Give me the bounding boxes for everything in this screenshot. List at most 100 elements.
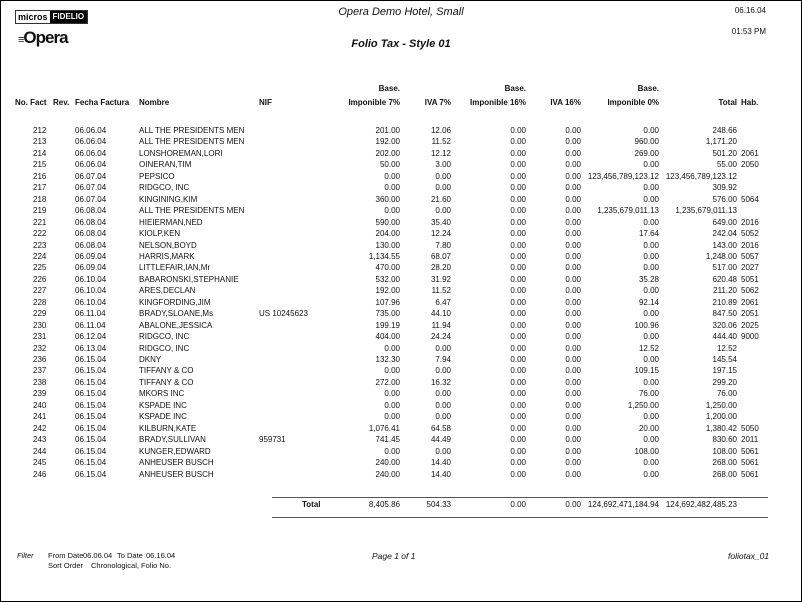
cell-base7: 590.00: [375, 217, 400, 227]
cell-base0: 35.28: [638, 274, 659, 284]
cell-iva7: 14.40: [430, 469, 451, 479]
cell-base16: 0.00: [510, 206, 526, 216]
cell-nombre: MKORS INC: [139, 389, 185, 399]
cell-nombre: RIDGCO, INC: [139, 343, 190, 353]
cell-fecha: 06.06.04: [75, 160, 107, 170]
cell-fecha: 06.09.04: [75, 263, 107, 273]
cell-nombre: OINERAN,TIM: [139, 160, 192, 170]
cell-base16: 0.00: [510, 240, 526, 250]
cell-fecha: 06.07.04: [75, 183, 107, 193]
cell-base16: 0.00: [510, 251, 526, 261]
cell-base0: 20.00: [638, 423, 659, 433]
cell-total: 268.00: [712, 458, 737, 468]
cell-hab: 5061: [741, 446, 759, 456]
cell-total: 620.48: [712, 274, 737, 284]
cell-base0: 0.00: [643, 251, 659, 261]
cell-base16: 0.00: [510, 217, 526, 227]
cell-no-fact: 217: [33, 183, 47, 193]
header-iva16: IVA 16%: [550, 98, 581, 107]
cell-iva7: 44.49: [430, 435, 451, 445]
cell-iva16: 0.00: [565, 297, 581, 307]
cell-fecha: 06.08.04: [75, 217, 107, 227]
cell-total: 108.00: [712, 446, 737, 456]
cell-base0: 0.00: [643, 469, 659, 479]
cell-iva16: 0.00: [565, 332, 581, 342]
cell-hab: 2051: [741, 309, 759, 319]
cell-base7: 132.30: [375, 355, 400, 364]
cell-base16: 0.00: [510, 160, 526, 170]
cell-iva7: 0.00: [435, 400, 451, 410]
cell-base0: 108.00: [634, 446, 659, 456]
opera-logo-icon: ≡: [18, 34, 25, 46]
cell-base16: 0.00: [510, 297, 526, 307]
cell-fecha: 06.15.04: [75, 355, 107, 364]
cell-iva7: 11.52: [431, 286, 451, 296]
cell-base0: 0.00: [643, 332, 659, 342]
cell-fecha: 06.07.04: [75, 194, 107, 204]
cell-nombre: KSPADE INC: [139, 412, 187, 422]
cell-total: 517.00: [712, 263, 737, 273]
cell-nombre: KIOLP,KEN: [139, 229, 181, 239]
cell-total: 197.15: [712, 366, 737, 376]
to-date-label: To Date: [117, 551, 143, 560]
cell-base16: 0.00: [510, 320, 526, 330]
total-top-rule: [272, 497, 768, 498]
filter-label: Filter: [17, 551, 34, 560]
cell-base7: 201.00: [375, 126, 400, 135]
cell-total: 830.60: [712, 435, 737, 445]
cell-fecha: 06.10.04: [75, 286, 107, 296]
cell-nombre: KSPADE INC: [139, 400, 187, 410]
cell-no-fact: 238: [33, 377, 47, 387]
cell-iva16: 0.00: [565, 240, 581, 250]
cell-no-fact: 231: [33, 332, 47, 342]
header-no-fact: No. Fact: [15, 98, 47, 107]
logo-micros-text: micros: [16, 11, 50, 23]
cell-no-fact: 241: [33, 412, 47, 422]
total-base0: 124,692,471,184.94: [587, 500, 659, 509]
cell-fecha: 06.13.04: [75, 343, 107, 353]
report-time: 01:53 PM: [731, 27, 766, 36]
cell-base7: 0.00: [384, 183, 400, 193]
cell-iva7: 0.00: [435, 412, 451, 422]
cell-hab: 5064: [741, 194, 759, 204]
cell-no-fact: 230: [33, 320, 47, 330]
cell-iva16: 0.00: [565, 286, 581, 296]
cell-iva7: 0.00: [435, 206, 451, 216]
cell-iva16: 0.00: [565, 435, 581, 445]
cell-iva7: 16.32: [430, 377, 451, 387]
cell-base16: 0.00: [510, 309, 526, 319]
cell-no-fact: 222: [33, 229, 47, 239]
cell-base16: 0.00: [510, 126, 526, 135]
cell-base0: 1,235,679,011.13: [597, 206, 659, 216]
cell-base16: 0.00: [510, 469, 526, 479]
cell-iva7: 31.92: [430, 274, 451, 284]
cell-iva7: 0.00: [435, 389, 451, 399]
page-number: Page 1 of 1: [372, 551, 416, 561]
cell-base7: 1,134.55: [368, 251, 400, 261]
cell-no-fact: 246: [33, 469, 47, 479]
header-base0: Imponible 0%: [607, 98, 659, 107]
cell-base16: 0.00: [510, 446, 526, 456]
cell-nombre: ALL THE PRESIDENTS MEN: [139, 137, 245, 147]
header-nombre: Nombre: [139, 98, 170, 107]
cell-total: 309.92: [712, 183, 737, 193]
cell-iva7: 0.00: [435, 446, 451, 456]
cell-iva7: 21.60: [430, 194, 451, 204]
cell-iva7: 7.80: [435, 240, 451, 250]
cell-fecha: 06.06.04: [75, 126, 107, 135]
cell-no-fact: 226: [33, 274, 47, 284]
cell-total: 649.00: [712, 217, 737, 227]
cell-base0: 960.00: [634, 137, 659, 147]
header-base0-top: Base.: [637, 84, 659, 93]
cell-nombre: BRADY,SLOANE,Ms: [139, 309, 214, 319]
cell-hab: 5057: [741, 251, 759, 261]
cell-no-fact: 223: [33, 240, 47, 250]
cell-base0: 92.14: [638, 297, 659, 307]
cell-iva7: 0.00: [435, 183, 451, 193]
cell-no-fact: 214: [33, 148, 47, 158]
cell-base7: 532.00: [375, 274, 400, 284]
cell-no-fact: 229: [33, 309, 47, 319]
cell-iva7: 35.40: [430, 217, 451, 227]
cell-no-fact: 215: [33, 160, 47, 170]
cell-no-fact: 227: [33, 286, 47, 296]
